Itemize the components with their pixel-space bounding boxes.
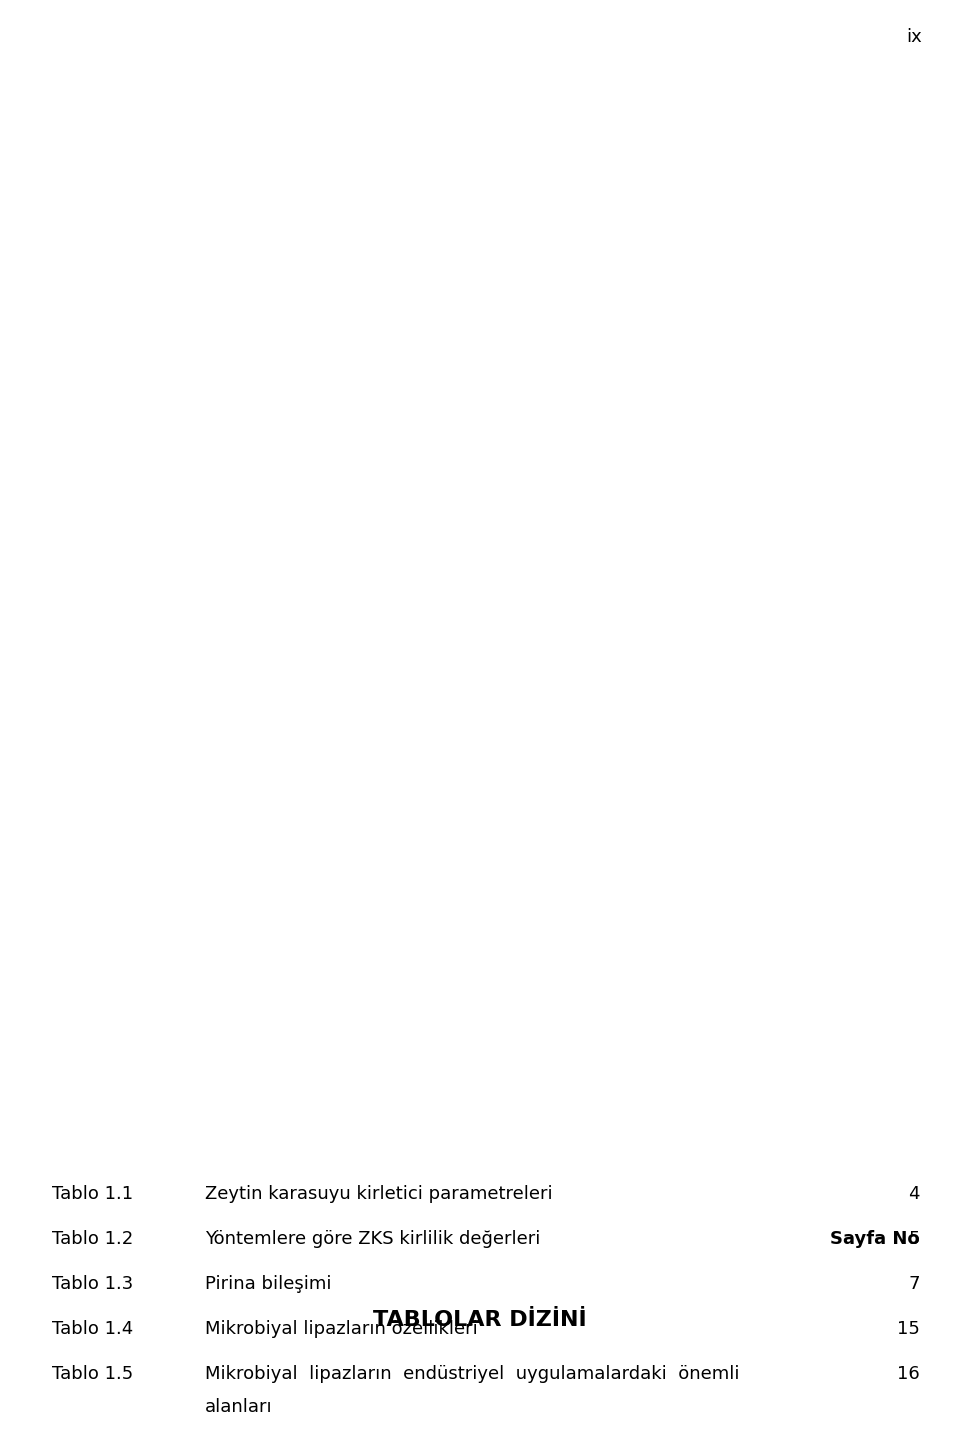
Text: Tablo 1.3: Tablo 1.3 — [52, 1275, 133, 1293]
Text: Mikrobiyal  lipazların  endüstriyel  uygulamalardaki  önemli: Mikrobiyal lipazların endüstriyel uygula… — [205, 1364, 739, 1383]
Text: Tablo 1.2: Tablo 1.2 — [52, 1230, 133, 1248]
Text: 4: 4 — [908, 1185, 920, 1203]
Text: Pirina bileşimi: Pirina bileşimi — [205, 1275, 331, 1293]
Text: Tablo 1.5: Tablo 1.5 — [52, 1364, 133, 1383]
Text: alanları: alanları — [205, 1398, 273, 1417]
Text: Tablo 1.1: Tablo 1.1 — [52, 1185, 133, 1203]
Text: Sayfa No: Sayfa No — [830, 1230, 920, 1248]
Text: 5: 5 — [908, 1230, 920, 1248]
Text: Mikrobiyal lipazların özellikleri: Mikrobiyal lipazların özellikleri — [205, 1320, 478, 1338]
Text: TABLOLAR DİZİNİ: TABLOLAR DİZİNİ — [373, 1309, 587, 1330]
Text: Yöntemlere göre ZKS kirlilik değerleri: Yöntemlere göre ZKS kirlilik değerleri — [205, 1230, 540, 1248]
Text: 16: 16 — [898, 1364, 920, 1383]
Text: Tablo 1.4: Tablo 1.4 — [52, 1320, 133, 1338]
Text: 7: 7 — [908, 1275, 920, 1293]
Text: 15: 15 — [898, 1320, 920, 1338]
Text: ix: ix — [906, 28, 922, 46]
Text: Zeytin karasuyu kirletici parametreleri: Zeytin karasuyu kirletici parametreleri — [205, 1185, 553, 1203]
